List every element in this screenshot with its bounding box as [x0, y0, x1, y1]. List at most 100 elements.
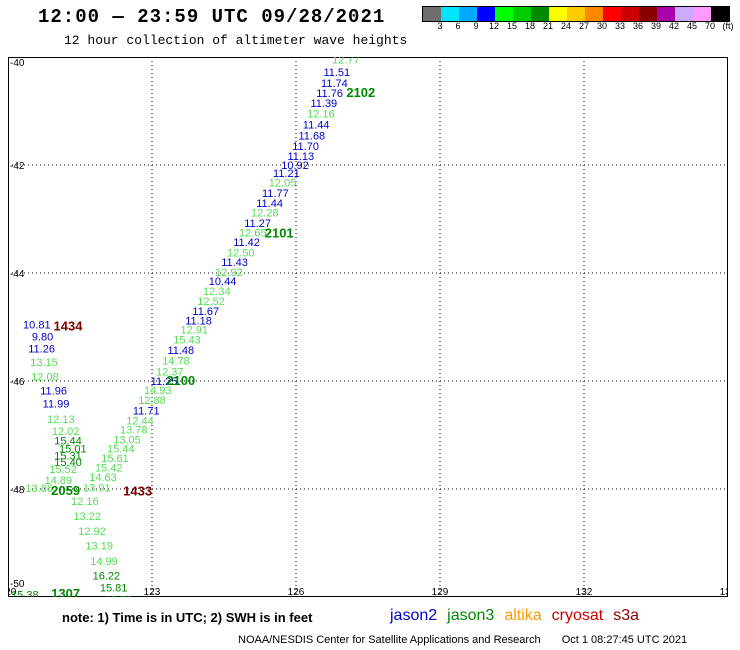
legend-entry-cryosat: cryosat — [551, 607, 604, 624]
wave-height-value: 11.13 — [287, 151, 314, 163]
map-frame — [8, 57, 728, 597]
wave-height-value: 12.08 — [31, 372, 59, 384]
wave-height-value: 12.16 — [307, 109, 335, 121]
colorbar-swatch — [675, 7, 693, 21]
wave-height-value: 12.88 — [138, 395, 166, 407]
colorbar-swatch — [585, 7, 603, 21]
colorbar-swatch — [621, 7, 639, 21]
wave-height-value: 11.67 — [192, 306, 219, 318]
pass-time-label: 1433 — [123, 484, 152, 499]
y-tick-label: -46 — [10, 377, 25, 388]
wave-height-value: 14.93 — [144, 385, 172, 397]
pass-time-label: 2102 — [346, 85, 375, 100]
wave-height-value: 10.92 — [281, 160, 309, 172]
legend-entry-altika: altika — [504, 607, 542, 624]
wave-height-value: 15.31 — [54, 451, 82, 463]
colorbar-swatch — [513, 7, 531, 21]
wave-height-value: 11.42 — [233, 237, 260, 249]
wave-height-value: 12.50 — [227, 247, 255, 259]
colorbar-label: 42 — [668, 21, 680, 31]
colorbar-swatch — [693, 7, 711, 21]
wave-height-value: 11.74 — [321, 78, 348, 90]
colorbar-labels: 3 6 9 12 15 18 21 24 27 30 33 36 39 42 45 70 (ft) — [422, 21, 733, 33]
wave-height-value: 15.70 — [105, 595, 133, 597]
wave-height-value: 15.43 — [173, 334, 201, 346]
colorbar-label: 3 — [437, 21, 443, 31]
colorbar-label: 18 — [524, 21, 536, 31]
wave-height-value: 12.91 — [180, 325, 208, 337]
map-title: 12:00 — 23:59 UTC 09/28/2021 — [38, 6, 386, 28]
colorbar-label: 15 — [506, 21, 518, 31]
wave-height-value: 16.22 — [93, 570, 121, 582]
colorbar-label: 24 — [560, 21, 572, 31]
colorbar-swatch — [477, 7, 495, 21]
y-tick-label: -48 — [10, 485, 25, 496]
legend-entry-jason2: jason2 — [390, 607, 438, 624]
colorbar-label: (ft) — [722, 21, 734, 31]
wave-height-value: 11.96 — [40, 386, 67, 398]
pass-time-label: 1307 — [51, 586, 80, 597]
wave-height-value: 13.91 — [83, 482, 111, 494]
wave-height-value: 13.05 — [113, 434, 141, 446]
pass-time-label: 2101 — [265, 226, 294, 241]
wave-height-value: 10.44 — [209, 276, 237, 288]
wave-height-value: 11.21 — [273, 168, 300, 180]
colorbar-label: 12 — [488, 21, 500, 31]
wave-height-value: 12.92 — [78, 526, 106, 538]
y-tick-label: -42 — [10, 161, 25, 172]
colorbar-label: 39 — [650, 21, 662, 31]
wave-height-value: 11.51 — [323, 67, 350, 79]
y-tick-label: -44 — [10, 269, 25, 280]
y-tick-label: -40 — [10, 58, 25, 69]
x-tick-label: 123 — [144, 587, 161, 597]
x-tick-label: 126 — [288, 587, 305, 597]
wave-height-value: 14.63 — [89, 472, 117, 484]
x-tick-label: 135 — [720, 587, 728, 597]
wave-height-value: 15.38 — [11, 589, 39, 597]
colorbar-swatch — [459, 7, 477, 21]
colorbar-swatch — [711, 7, 729, 21]
wave-height-value: 15.44 — [54, 435, 82, 447]
colorbar-label: 33 — [614, 21, 626, 31]
colorbar-label: 21 — [542, 21, 554, 31]
footer-credit: NOAA/NESDIS Center for Satellite Applica… — [238, 634, 541, 646]
colorbar-swatch — [639, 7, 657, 21]
wave-height-value: 12.34 — [203, 286, 231, 298]
wave-height-value: 13.15 — [30, 357, 58, 369]
colorbar-swatch — [657, 7, 675, 21]
wave-height-value: 11.76 — [316, 88, 343, 100]
wave-height-value: 11.39 — [310, 98, 337, 110]
wave-height-value: 13.86 — [25, 483, 53, 495]
colorbar-label: 36 — [632, 21, 644, 31]
wave-height-value: 11.25 — [151, 376, 178, 388]
wave-height-value: 12.28 — [251, 208, 279, 220]
wave-height-value: 12.92 — [215, 267, 243, 279]
colorbar-swatch — [423, 7, 441, 21]
wave-height-value: 9.80 — [32, 332, 53, 344]
wave-height-value: 11.99 — [43, 399, 70, 411]
altimeter-map: 120 123 126 129 132 135 -40 -42 -44 -46 -48 -50 12.7… — [8, 57, 728, 597]
wave-height-value: 12.16 — [71, 496, 99, 508]
wave-height-value: 11.44 — [256, 198, 283, 210]
wave-height-value: 15.52 — [49, 464, 77, 476]
wave-height-value: 12.05 — [269, 177, 297, 189]
colorbar-label: 30 — [596, 21, 608, 31]
wave-height-value: 11.70 — [292, 141, 319, 153]
wave-height-value: 12.37 — [156, 366, 184, 378]
wave-height-value: 12.52 — [197, 296, 225, 308]
colorbar-label: 70 — [704, 21, 716, 31]
colorbar-label: 9 — [473, 21, 479, 31]
x-tick-label: 132 — [576, 587, 593, 597]
x-tick-label: 120 — [8, 587, 17, 597]
colorbar-swatch — [603, 7, 621, 21]
wave-height-value: 13.78 — [120, 425, 148, 437]
wave-height-value: 12.77 — [332, 57, 360, 67]
wave-height-value: 13.19 — [85, 541, 113, 553]
pass-time-label: 1434 — [54, 318, 84, 333]
wave-height-value: 13.22 — [73, 511, 101, 523]
wave-height-value: 11.27 — [244, 218, 271, 230]
wave-height-value: 15.61 — [101, 453, 129, 465]
wave-height-value: 11.18 — [185, 316, 212, 328]
wave-height-value: 12.44 — [126, 415, 154, 427]
colorbar-swatch — [531, 7, 549, 21]
